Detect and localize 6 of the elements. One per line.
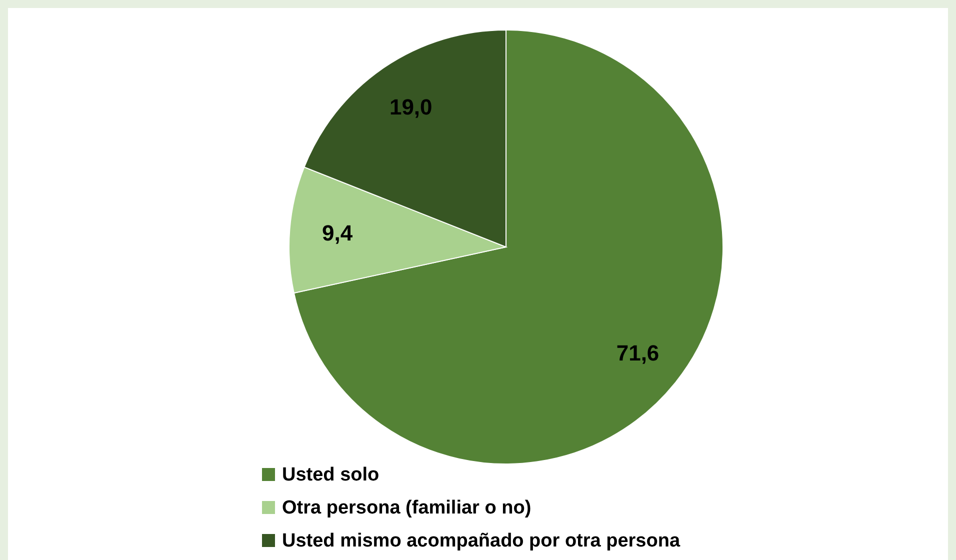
data-label: 19,0 <box>389 94 432 120</box>
legend-label: Usted solo <box>282 464 380 486</box>
data-label: 9,4 <box>322 220 354 246</box>
legend-label: Otra persona (familiar o no) <box>282 498 532 518</box>
data-label: 71,6 <box>616 340 660 366</box>
legend-label: Usted mismo acompañado por otra persona <box>282 530 680 552</box>
